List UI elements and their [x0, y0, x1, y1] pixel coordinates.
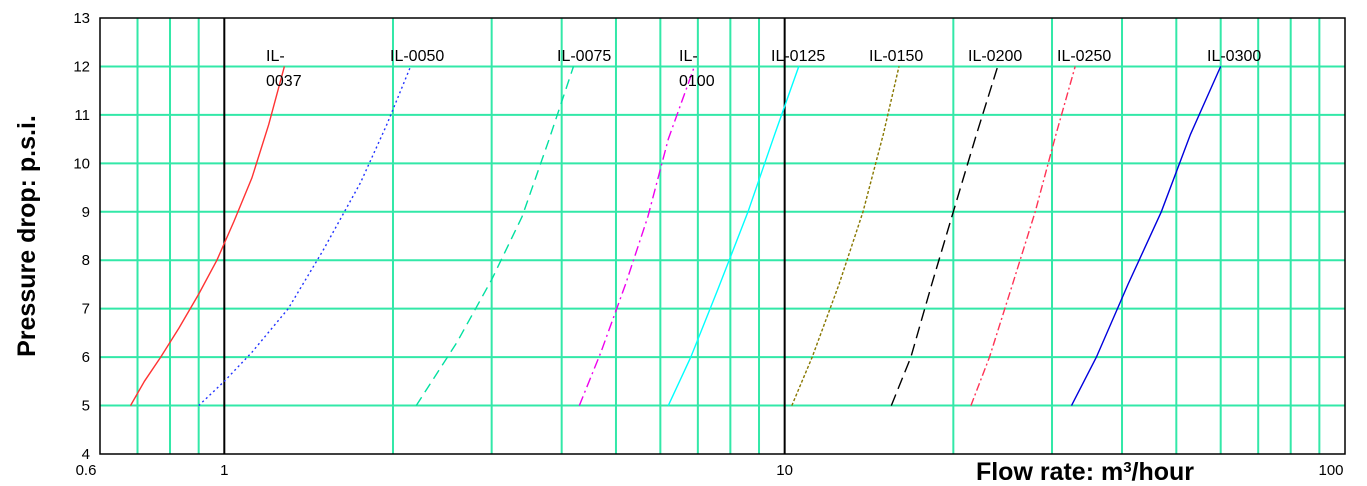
- y-tick-label: 10: [73, 155, 90, 172]
- series-label-il-0075: IL-0075: [557, 48, 611, 65]
- series-label-il-0050: IL-0050: [390, 48, 444, 65]
- y-tick-label: 5: [82, 398, 90, 415]
- x-axis-title-main: Flow rate: m: [976, 458, 1123, 486]
- y-tick-label: 8: [82, 252, 90, 269]
- y-tick-label: 13: [73, 10, 90, 27]
- series-label-il-0150: IL-0150: [869, 48, 923, 65]
- series-label-il-0100: 0100: [679, 73, 715, 90]
- series-label-il-0200: IL-0200: [968, 48, 1022, 65]
- y-tick-label: 4: [82, 446, 90, 463]
- y-tick-label: 11: [74, 107, 90, 124]
- series-line-il-0050: [198, 66, 412, 407]
- series-label-il-0100: IL-: [679, 48, 698, 65]
- x-axis-title-suffix: /hour: [1132, 458, 1195, 486]
- y-axis-title: Pressure drop: p.s.i.: [13, 115, 41, 357]
- y-tick-label: 9: [82, 204, 90, 221]
- series-label-il-0037: IL-: [266, 48, 285, 65]
- x-tick-label: 1: [220, 462, 228, 479]
- plot-frame: [99, 17, 1346, 455]
- x-tick-label: 0.6: [76, 462, 97, 479]
- series-line-il-0125: [667, 66, 800, 406]
- series-line-il-0100: [578, 66, 696, 406]
- series-line-il-0300: [1070, 66, 1222, 406]
- series-line-il-0150: [791, 66, 900, 406]
- y-tick-label: 6: [82, 349, 90, 366]
- series-labels: IL- 0037 IL-0050 IL-0075 IL- 0100 IL-0125 IL-01…: [266, 48, 1261, 90]
- x-tick-label: 10: [776, 462, 793, 479]
- x-axis-title: Flow rate: m3/hour: [976, 458, 1194, 486]
- series-lines: [129, 66, 1222, 407]
- series-label-il-0125: IL-0125: [771, 48, 825, 65]
- y-tick-label: 7: [82, 301, 90, 318]
- series-line-il-0200: [890, 66, 999, 406]
- x-tick-label: 100: [1318, 462, 1343, 479]
- y-tick-labels: 4 5 6 7 8 9 10 11 12 13: [73, 10, 90, 463]
- x-axis-title-sup: 3: [1123, 459, 1131, 476]
- series-label-il-0300: IL-0300: [1207, 48, 1261, 65]
- series-line-il-0250: [970, 66, 1076, 406]
- chart-grid: [100, 18, 1345, 454]
- x-tick-labels: 0.6 1 10 100: [76, 462, 1344, 479]
- series-label-il-0250: IL-0250: [1057, 48, 1111, 65]
- series-label-il-0037: 0037: [266, 73, 302, 90]
- series-line-il-0037: [129, 66, 286, 406]
- series-line-il-0075: [415, 66, 575, 406]
- y-tick-label: 12: [73, 58, 90, 75]
